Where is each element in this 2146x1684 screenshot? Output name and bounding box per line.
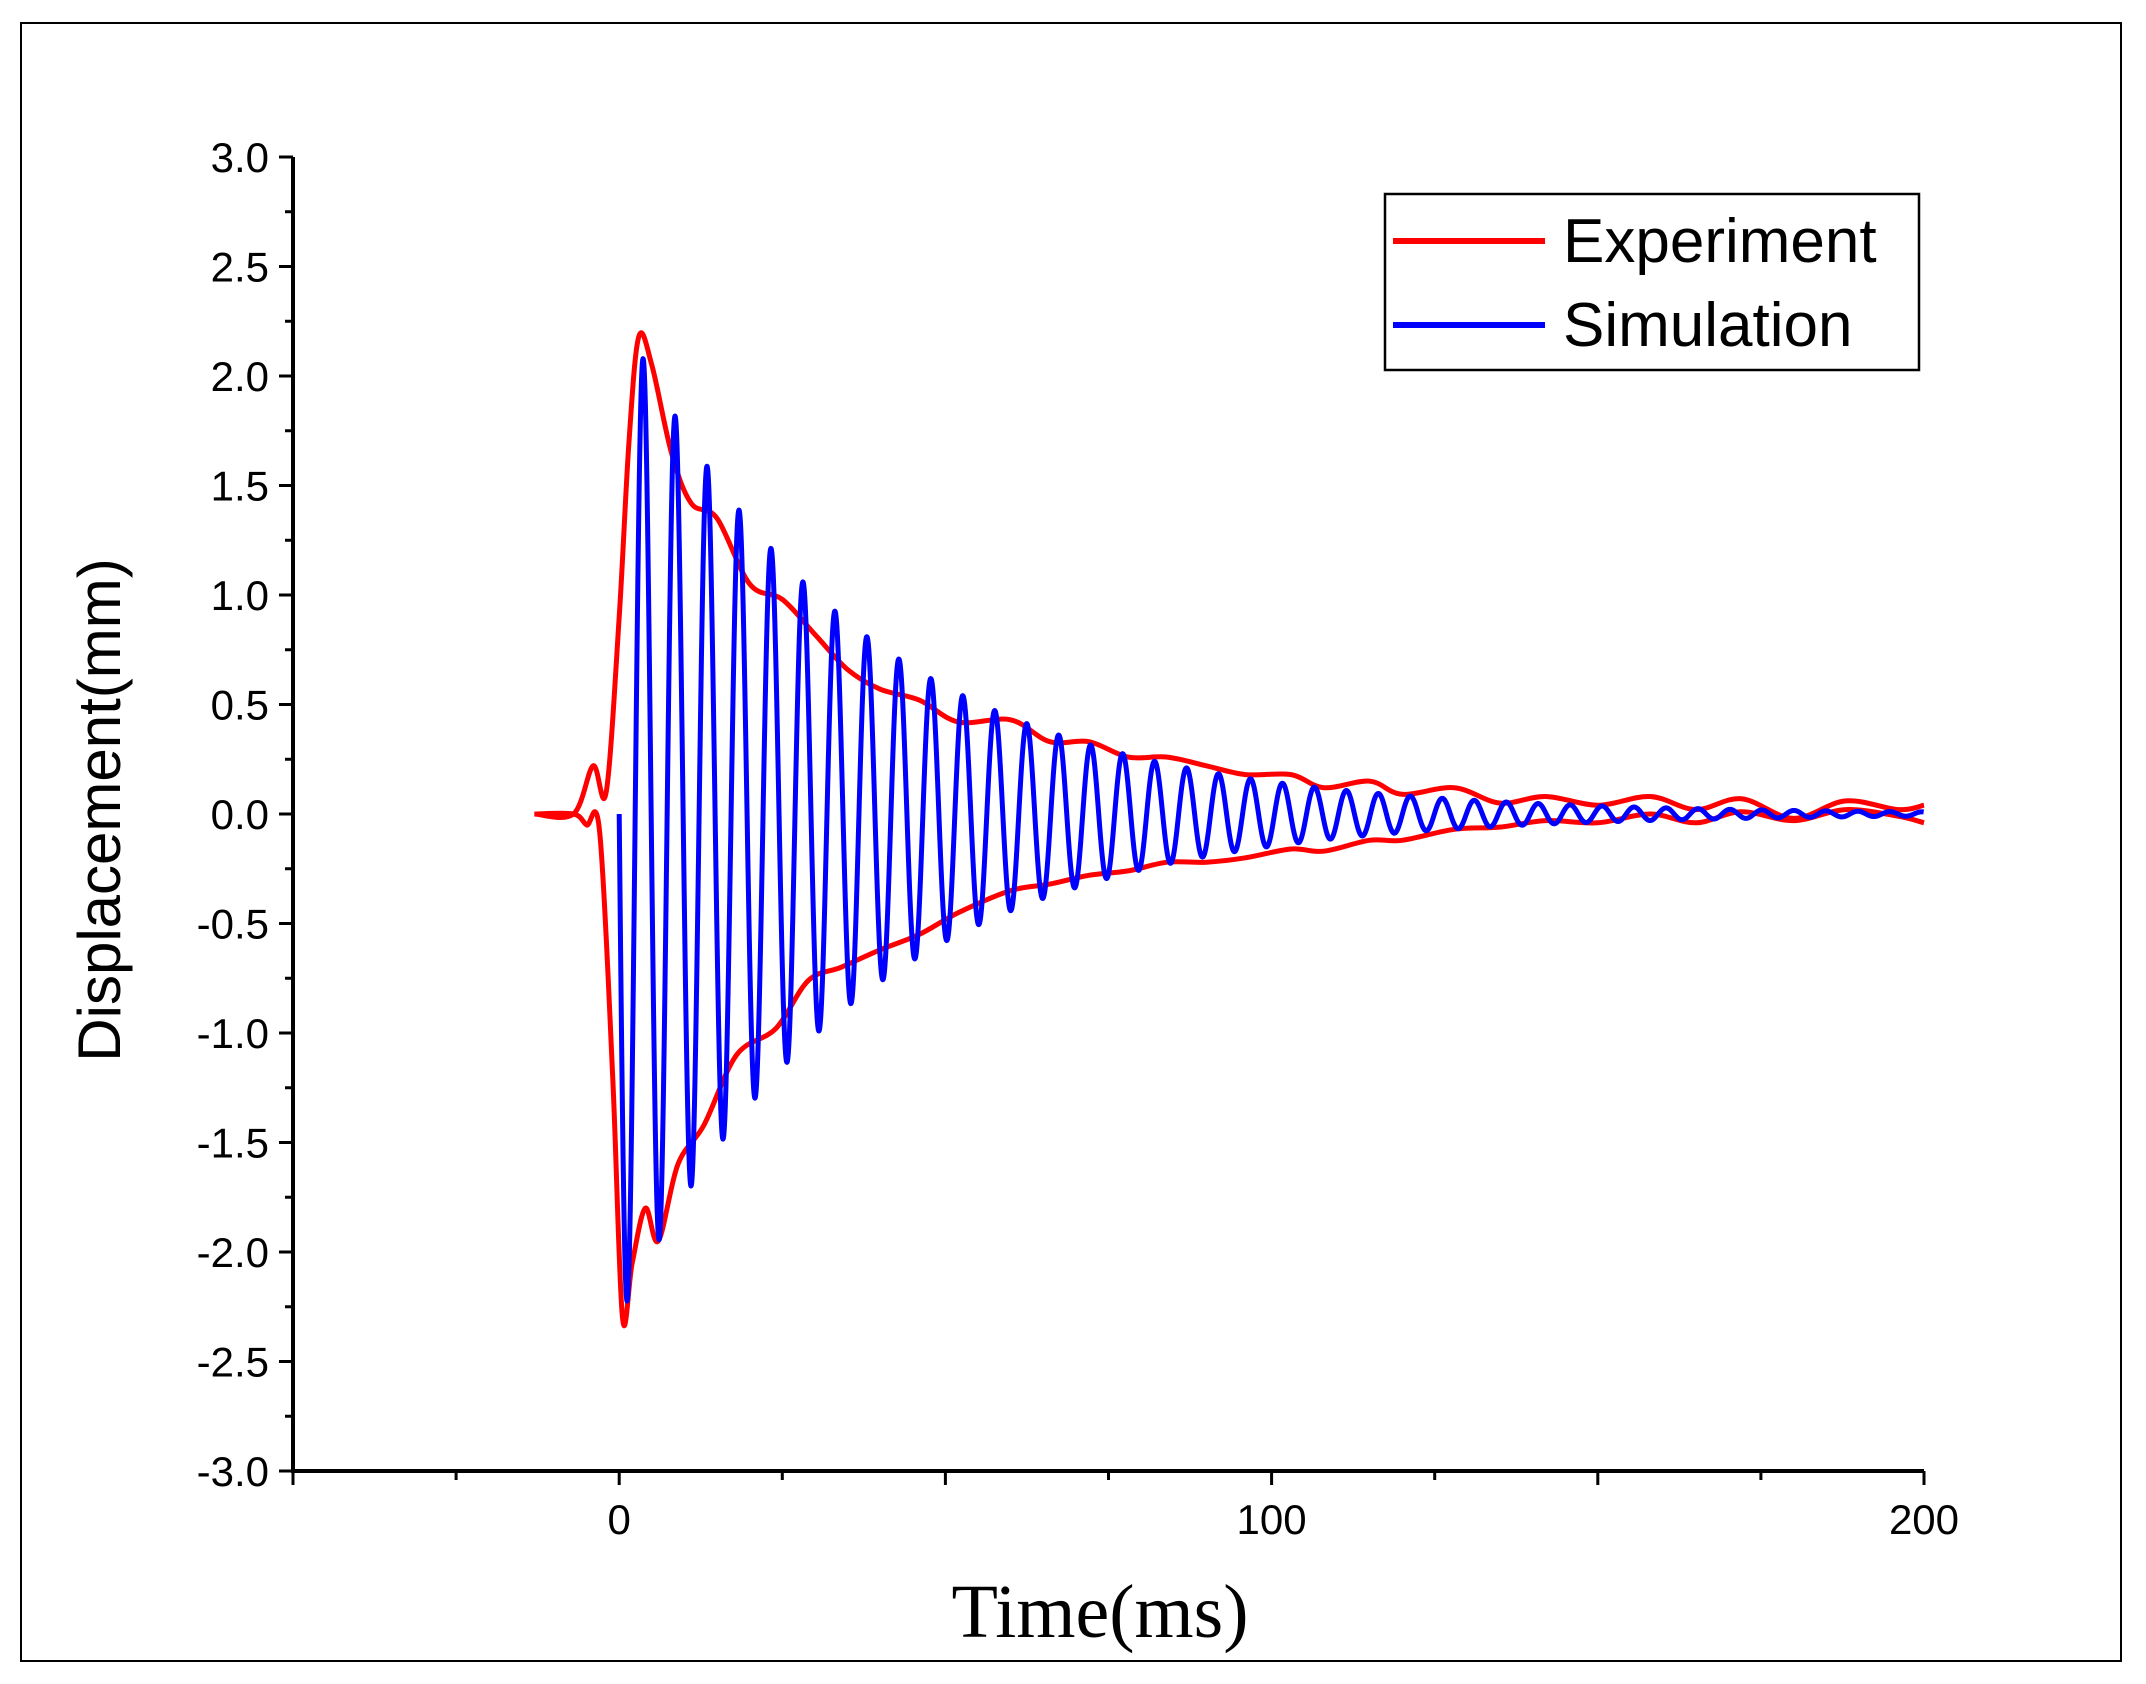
y-tick-label: 2.5 [211, 244, 269, 291]
simulation-series [616, 356, 1926, 1304]
simulation-trace [616, 356, 1926, 1304]
legend-label-experiment: Experiment [1563, 207, 1877, 276]
figure-frame [20, 22, 2122, 1662]
y-tick-label: -0.5 [197, 901, 269, 948]
y-tick-label: 0.0 [211, 791, 269, 838]
experiment-lower-trace [534, 807, 1925, 1329]
y-tick-label: -1.5 [197, 1120, 269, 1167]
legend-label-simulation: Simulation [1563, 291, 1852, 360]
legend-box [1383, 192, 1921, 372]
x-tick-label: 100 [1237, 1496, 1307, 1543]
x-tick-label: 0 [608, 1496, 631, 1543]
y-tick-label: 0.5 [211, 682, 269, 729]
y-axis-title: Displacement(mm) [66, 558, 133, 1061]
x-tick-label: 200 [1889, 1496, 1959, 1543]
y-tick-label: 1.0 [211, 572, 269, 619]
y-tick-label: -1.0 [197, 1010, 269, 1057]
y-tick-label: -3.0 [197, 1448, 269, 1495]
y-tick-label: 3.0 [211, 134, 269, 181]
axes: -3.0 -2.5 -2.0 -1.5 -1.0 -0.5 0.0 0.5 1.0 1.5 2.0 2… [197, 134, 1959, 1543]
y-tick-label: 2.0 [211, 353, 269, 400]
legend: Experiment Simulation [1383, 192, 1921, 372]
x-axis-title: Time(ms) [951, 1570, 1248, 1654]
y-tick-label: 1.5 [211, 463, 269, 510]
y-tick-label: -2.0 [197, 1229, 269, 1276]
y-tick-label: -2.5 [197, 1339, 269, 1386]
